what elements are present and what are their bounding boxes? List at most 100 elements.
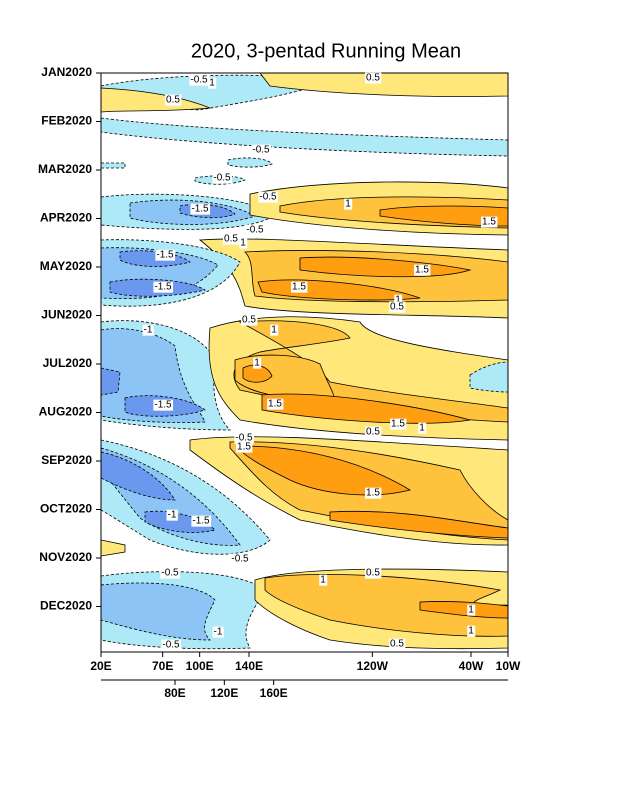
contour-label-bg: [418, 422, 427, 434]
contour-fill: [261, 393, 471, 424]
contour-label-bg: [389, 301, 406, 313]
contour-label: 1: [395, 295, 401, 306]
contour-label-bg: [267, 398, 284, 410]
contour-label: -0.5: [162, 640, 180, 651]
contour-label: 0.5: [390, 302, 404, 313]
contour-label: -1.5: [191, 204, 209, 215]
contour-label: 1: [209, 78, 215, 89]
contour-label-bg: [191, 515, 212, 527]
contour-label-bg: [223, 233, 240, 245]
y-tick-label: APR2020: [40, 211, 92, 225]
contour-label: -1.5: [154, 282, 172, 293]
contour-fills: [101, 73, 508, 650]
contour-label: 1: [468, 605, 474, 616]
contour-fill: [227, 157, 273, 168]
contour-label: 1: [345, 199, 351, 210]
contour-label: 0.5: [366, 427, 380, 438]
contour-label-bg: [258, 191, 279, 203]
y-tick-label: DEC2020: [40, 599, 92, 613]
contour-label-bg: [241, 314, 258, 326]
contour-label: -1.5: [192, 516, 210, 527]
contour-fill: [101, 87, 211, 113]
contour-fill: [101, 117, 508, 157]
y-tick-label: SEP2020: [41, 453, 92, 467]
contour-label: -0.5: [235, 433, 253, 444]
y-tick-label: FEB2020: [41, 114, 92, 128]
contour-label-bg: [166, 509, 178, 521]
chart-title: 2020, 3-pentad Running Mean: [191, 40, 461, 62]
plot-frame: [100, 72, 509, 653]
contour-fill: [101, 451, 176, 501]
contour-label: -0.5: [213, 173, 231, 184]
y-tick-label: JAN2020: [41, 65, 92, 79]
contour-label: 1: [240, 238, 246, 249]
y-tick-label: MAR2020: [38, 162, 92, 176]
contour-label: -0.5: [252, 145, 270, 156]
contour-label-bg: [365, 426, 382, 438]
contour-label-bg: [390, 418, 407, 430]
contour-label-bg: [291, 281, 308, 293]
x-tick-label: 40W: [459, 659, 484, 673]
contour-label: 0.5: [366, 73, 380, 84]
y-tick-label: JUL2020: [43, 356, 93, 370]
contour-label-bg: [208, 77, 217, 89]
contour-label-bg: [467, 604, 476, 616]
contour-fill: [101, 162, 126, 169]
contour-label-bg: [153, 399, 174, 411]
contour-label-bg: [270, 324, 279, 336]
contour-label-bg: [319, 574, 328, 586]
contour-label: -1: [144, 325, 153, 336]
y-tick-label: AUG2020: [39, 405, 93, 419]
x-tick-label: 120W: [357, 659, 389, 673]
contour-label: -1.5: [154, 400, 172, 411]
contour-label-bg: [394, 294, 403, 306]
contour-label-bg: [160, 567, 181, 579]
contour-label-bg: [161, 639, 182, 651]
contour-label-bg: [344, 198, 353, 210]
contour-label: -1: [168, 510, 177, 521]
contour-label-bg: [365, 567, 382, 579]
contour-fill: [101, 539, 126, 557]
contour-fill: [329, 510, 508, 539]
contour-label-bg: [142, 324, 154, 336]
contour-label-bg: [365, 72, 382, 84]
contour-label: 1: [271, 325, 277, 336]
contour-label-bg: [236, 441, 253, 453]
contour-label: 1: [320, 575, 326, 586]
contour-label: 1: [419, 423, 425, 434]
contour-fill: [259, 73, 508, 97]
contour-label: -0.5: [246, 225, 264, 236]
contour-label-bg: [239, 237, 248, 249]
contour-label-bg: [253, 357, 262, 369]
contour-label: 1: [254, 358, 260, 369]
contour-label: 1.5: [415, 265, 429, 276]
y-tick-label: MAY2020: [40, 259, 93, 273]
contour-label: 0.5: [242, 315, 256, 326]
contour-label-bg: [212, 626, 224, 638]
contour-label-bg: [389, 638, 406, 650]
contour-label: -1: [214, 627, 223, 638]
contour-label: -0.5: [161, 568, 179, 579]
x-tick-label: 120E: [210, 686, 238, 700]
contour-label: -1.5: [156, 250, 174, 261]
contour-fill: [101, 582, 216, 641]
contour-label-bg: [481, 216, 498, 228]
contour-label-bg: [190, 203, 211, 215]
contour-label: 0.5: [390, 639, 404, 650]
x-tick-label: 100E: [186, 659, 214, 673]
contour-label-bg: [155, 249, 176, 261]
contour-label-bg: [165, 94, 182, 106]
contour-fill: [469, 361, 508, 393]
contour-label-bg: [234, 432, 255, 444]
contour-label-bg: [153, 281, 174, 293]
contour-label-bg: [414, 264, 431, 276]
contour-fill: [101, 367, 121, 396]
contour-label: 1.5: [366, 488, 380, 499]
contour-label-bg: [230, 553, 251, 565]
contour-label: 1.5: [292, 282, 306, 293]
x-tick-label: 70E: [152, 659, 173, 673]
contour-label-bg: [245, 224, 266, 236]
contour-label: 1.5: [237, 442, 251, 453]
contour-label: 1.5: [268, 399, 282, 410]
